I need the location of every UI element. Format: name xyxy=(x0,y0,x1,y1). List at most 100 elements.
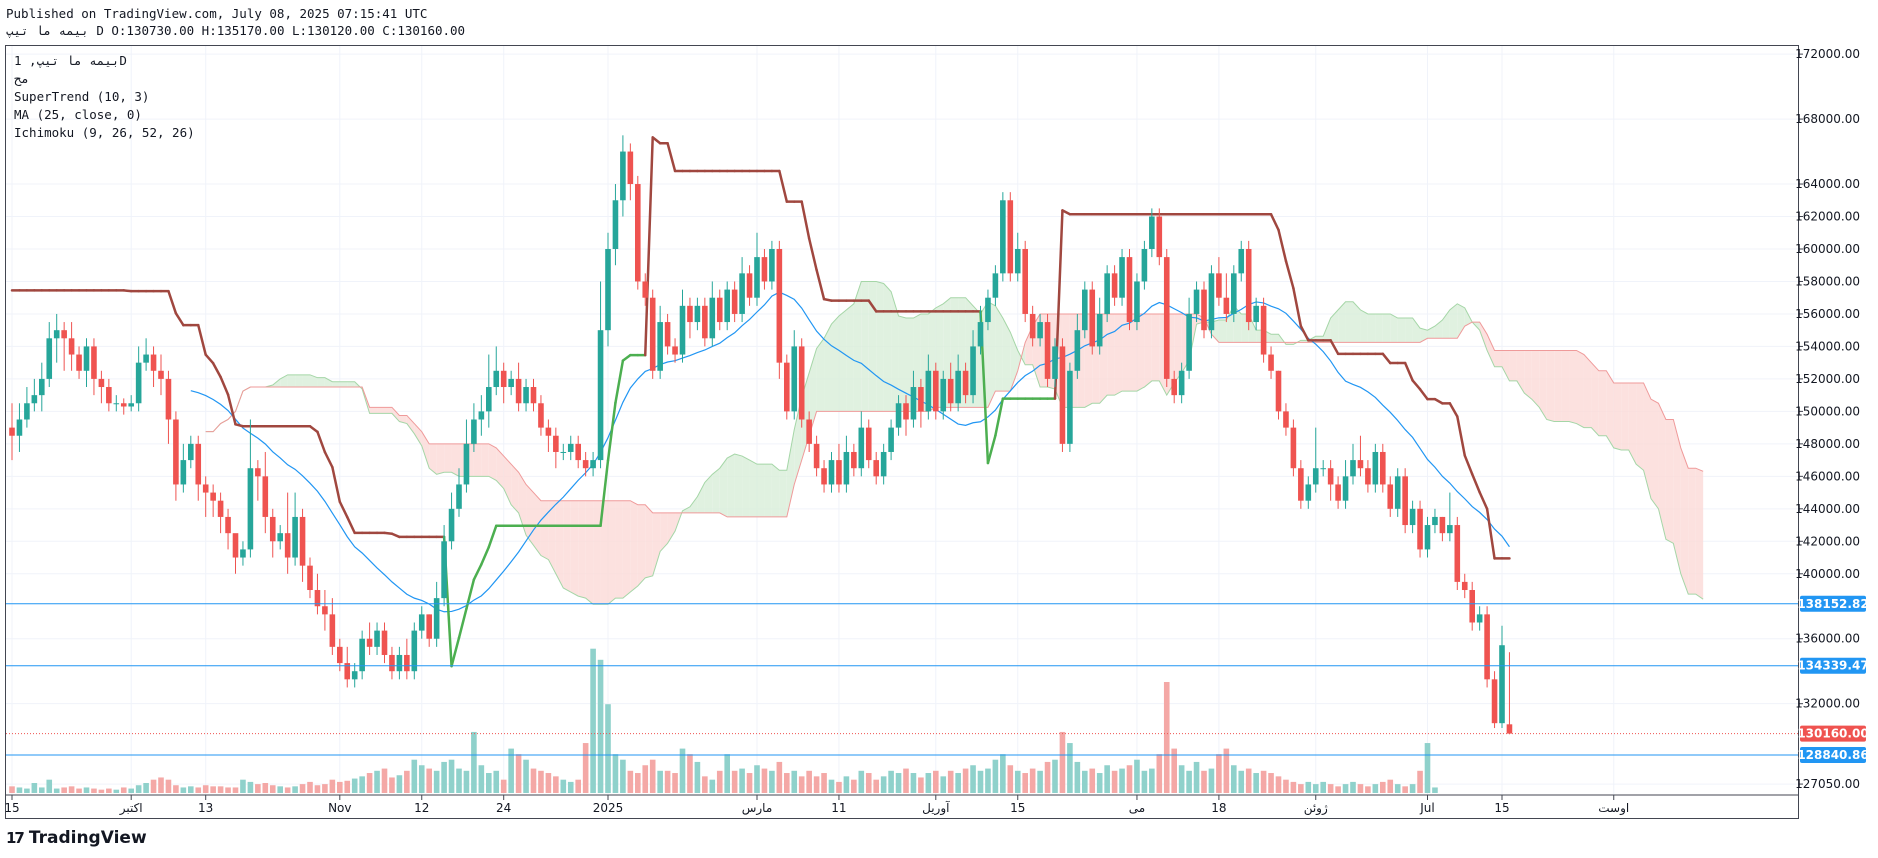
supertrend-segment xyxy=(197,323,207,356)
volume-bar xyxy=(91,788,97,793)
cloud-segment xyxy=(630,500,638,593)
y-tick-label: 127050.00 xyxy=(1795,777,1860,791)
cloud-segment xyxy=(1136,313,1145,392)
supertrend-segment xyxy=(211,361,222,379)
volume-bar xyxy=(98,789,105,793)
volume-bar xyxy=(456,768,462,793)
legend-ma[interactable]: MA (25, close, 0) xyxy=(14,107,142,122)
cloud-segment xyxy=(1569,350,1577,424)
cloud-segment xyxy=(1449,303,1458,339)
volume-bar xyxy=(1231,765,1237,793)
volume-bar xyxy=(68,786,75,793)
legend-ichimoku[interactable]: Ichimoku (9, 26, 52, 26) xyxy=(14,125,195,140)
candle-body xyxy=(1342,476,1349,501)
cloud-segment xyxy=(734,454,743,517)
candle-body xyxy=(828,460,835,485)
volume-bar xyxy=(642,765,649,793)
published-line: Published on TradingView.com, July 08, 2… xyxy=(6,6,428,21)
candle-body xyxy=(918,387,924,412)
x-tick-label: ژوئن xyxy=(1304,801,1328,816)
volume-bar xyxy=(31,783,38,793)
volume-bar xyxy=(217,786,224,793)
candle-body xyxy=(977,322,984,347)
x-tick-label: آوریل xyxy=(922,800,950,816)
candle-body xyxy=(642,281,649,298)
volume-bars xyxy=(9,648,1438,793)
candle-body xyxy=(359,638,365,672)
candle-body xyxy=(1149,216,1155,249)
supertrend-segment xyxy=(234,423,245,428)
y-tick-label: 164000.00 xyxy=(1795,177,1860,191)
cloud-segment xyxy=(1613,382,1622,450)
cloud-segment xyxy=(1397,318,1406,343)
supertrend-segment xyxy=(822,297,833,302)
supertrend-segment xyxy=(204,353,215,365)
candle-body xyxy=(1082,289,1088,331)
candle-body xyxy=(649,297,656,371)
price-axis[interactable]: 172000.00 168000.00 164000.00 162000.00 1600… xyxy=(1795,47,1860,791)
candle-body xyxy=(880,451,887,477)
candle-body xyxy=(1067,370,1073,444)
cloud-segment xyxy=(809,348,817,436)
candle-body xyxy=(1320,468,1326,470)
candle-body xyxy=(553,435,559,452)
candle-body xyxy=(694,305,701,323)
candle-body xyxy=(724,289,730,323)
legend-symbol[interactable]: بیمه ما تیپ, 1D xyxy=(14,53,127,68)
candle-body xyxy=(351,671,358,680)
volume-bar xyxy=(1357,784,1364,793)
x-tick-label: 12 xyxy=(414,801,429,815)
candle-body xyxy=(307,565,313,591)
candle-body xyxy=(605,248,611,331)
candle-body xyxy=(16,419,23,436)
volume-bar xyxy=(873,779,879,793)
cloud-segment xyxy=(1002,318,1011,392)
candle-body xyxy=(1104,273,1110,314)
supertrend-segment xyxy=(815,268,826,301)
cloud-segment xyxy=(1300,340,1309,343)
candle-body xyxy=(277,533,283,542)
cloud-segment xyxy=(667,512,676,544)
candle-body xyxy=(739,273,745,314)
candle-body xyxy=(1074,330,1081,371)
tradingview-logo[interactable]: 17 TradingView xyxy=(6,828,147,848)
volume-bar xyxy=(1141,770,1148,793)
candle-body xyxy=(947,378,954,404)
volume-bar xyxy=(1327,784,1334,793)
volume-bar xyxy=(702,776,708,793)
volume-bar xyxy=(538,770,544,793)
volume-bar xyxy=(1268,773,1274,793)
volume-bar xyxy=(1029,768,1036,793)
candle-body xyxy=(1484,614,1490,680)
cloud-segment xyxy=(1367,313,1376,343)
supertrend-segment xyxy=(1448,402,1459,418)
cloud-segment xyxy=(1412,318,1421,343)
chart-frame xyxy=(5,45,1799,819)
time-axis[interactable]: 15 اکتبر 13 Nov 12 24 2025 مارس 11 آوریل 15 می 18 ژوئ… xyxy=(4,794,1798,816)
candle-body xyxy=(39,378,45,396)
volume-bar xyxy=(165,779,172,793)
cloud-segment xyxy=(1360,309,1368,343)
cloud-segment xyxy=(533,492,541,556)
cloud-segment xyxy=(742,456,750,517)
candle-body xyxy=(1409,508,1416,526)
volume-bar xyxy=(351,778,358,793)
candle-body xyxy=(143,354,149,363)
legend-supertrend[interactable]: SuperTrend (10, 3) xyxy=(14,89,150,104)
candle-body xyxy=(731,289,738,314)
volume-bar xyxy=(106,788,112,793)
candle-body xyxy=(1283,411,1289,428)
cloud-segment xyxy=(1502,350,1510,381)
candle-body xyxy=(754,257,760,298)
candle-body xyxy=(1506,724,1513,734)
supertrend-segment xyxy=(219,375,230,396)
volume-bar xyxy=(761,768,768,793)
cloud-segment xyxy=(1405,318,1413,343)
volume-bar xyxy=(418,765,425,793)
cloud-segment xyxy=(1442,309,1450,339)
volume-bar xyxy=(851,779,857,793)
cloud-segment xyxy=(518,472,527,536)
volume-bar xyxy=(240,779,246,793)
volume-bar xyxy=(1007,765,1014,793)
